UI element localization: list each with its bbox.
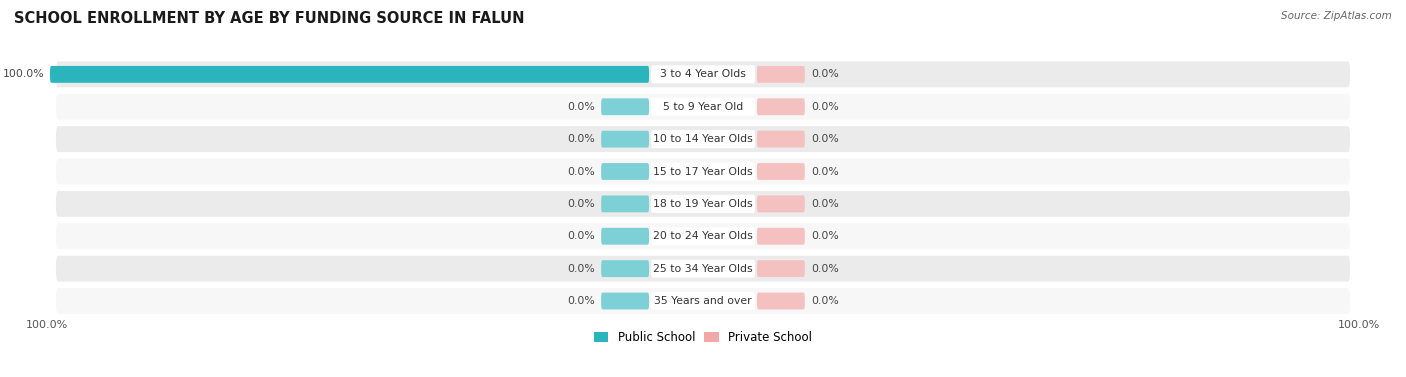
Text: 0.0%: 0.0% [568,102,595,112]
FancyBboxPatch shape [756,293,804,310]
Text: 0.0%: 0.0% [811,199,838,209]
Text: 0.0%: 0.0% [811,231,838,241]
FancyBboxPatch shape [56,223,1350,249]
Text: 15 to 17 Year Olds: 15 to 17 Year Olds [654,167,752,176]
FancyBboxPatch shape [756,66,804,83]
FancyBboxPatch shape [756,228,804,245]
FancyBboxPatch shape [756,195,804,212]
Text: 0.0%: 0.0% [568,167,595,176]
Text: SCHOOL ENROLLMENT BY AGE BY FUNDING SOURCE IN FALUN: SCHOOL ENROLLMENT BY AGE BY FUNDING SOUR… [14,11,524,26]
Text: 10 to 14 Year Olds: 10 to 14 Year Olds [654,134,752,144]
FancyBboxPatch shape [602,260,650,277]
FancyBboxPatch shape [602,293,650,310]
Text: 25 to 34 Year Olds: 25 to 34 Year Olds [654,264,752,274]
Text: 0.0%: 0.0% [568,264,595,274]
FancyBboxPatch shape [756,163,804,180]
FancyBboxPatch shape [651,65,755,83]
FancyBboxPatch shape [756,98,804,115]
FancyBboxPatch shape [51,66,650,83]
FancyBboxPatch shape [651,292,755,310]
Text: Source: ZipAtlas.com: Source: ZipAtlas.com [1281,11,1392,21]
Text: 20 to 24 Year Olds: 20 to 24 Year Olds [654,231,752,241]
FancyBboxPatch shape [651,227,755,245]
FancyBboxPatch shape [651,259,755,278]
Text: 0.0%: 0.0% [568,296,595,306]
FancyBboxPatch shape [602,131,650,147]
FancyBboxPatch shape [651,162,755,181]
FancyBboxPatch shape [756,131,804,147]
Text: 0.0%: 0.0% [568,134,595,144]
Text: 0.0%: 0.0% [811,264,838,274]
Text: 0.0%: 0.0% [811,102,838,112]
Text: 100.0%: 100.0% [27,320,69,330]
Text: 0.0%: 0.0% [811,167,838,176]
FancyBboxPatch shape [56,126,1350,152]
Text: 100.0%: 100.0% [1337,320,1379,330]
FancyBboxPatch shape [602,228,650,245]
FancyBboxPatch shape [651,98,755,116]
Text: 0.0%: 0.0% [811,69,838,80]
FancyBboxPatch shape [651,195,755,213]
FancyBboxPatch shape [56,159,1350,184]
Text: 0.0%: 0.0% [568,231,595,241]
FancyBboxPatch shape [602,163,650,180]
Text: 0.0%: 0.0% [568,199,595,209]
FancyBboxPatch shape [602,195,650,212]
FancyBboxPatch shape [56,191,1350,217]
FancyBboxPatch shape [651,130,755,148]
Text: 3 to 4 Year Olds: 3 to 4 Year Olds [659,69,747,80]
FancyBboxPatch shape [56,94,1350,120]
Text: 0.0%: 0.0% [811,134,838,144]
Legend: Public School, Private School: Public School, Private School [589,326,817,349]
Text: 0.0%: 0.0% [811,296,838,306]
FancyBboxPatch shape [56,256,1350,282]
Text: 18 to 19 Year Olds: 18 to 19 Year Olds [654,199,752,209]
Text: 100.0%: 100.0% [3,69,44,80]
FancyBboxPatch shape [602,98,650,115]
Text: 35 Years and over: 35 Years and over [654,296,752,306]
FancyBboxPatch shape [56,288,1350,314]
FancyBboxPatch shape [756,260,804,277]
FancyBboxPatch shape [56,61,1350,87]
Text: 5 to 9 Year Old: 5 to 9 Year Old [662,102,744,112]
